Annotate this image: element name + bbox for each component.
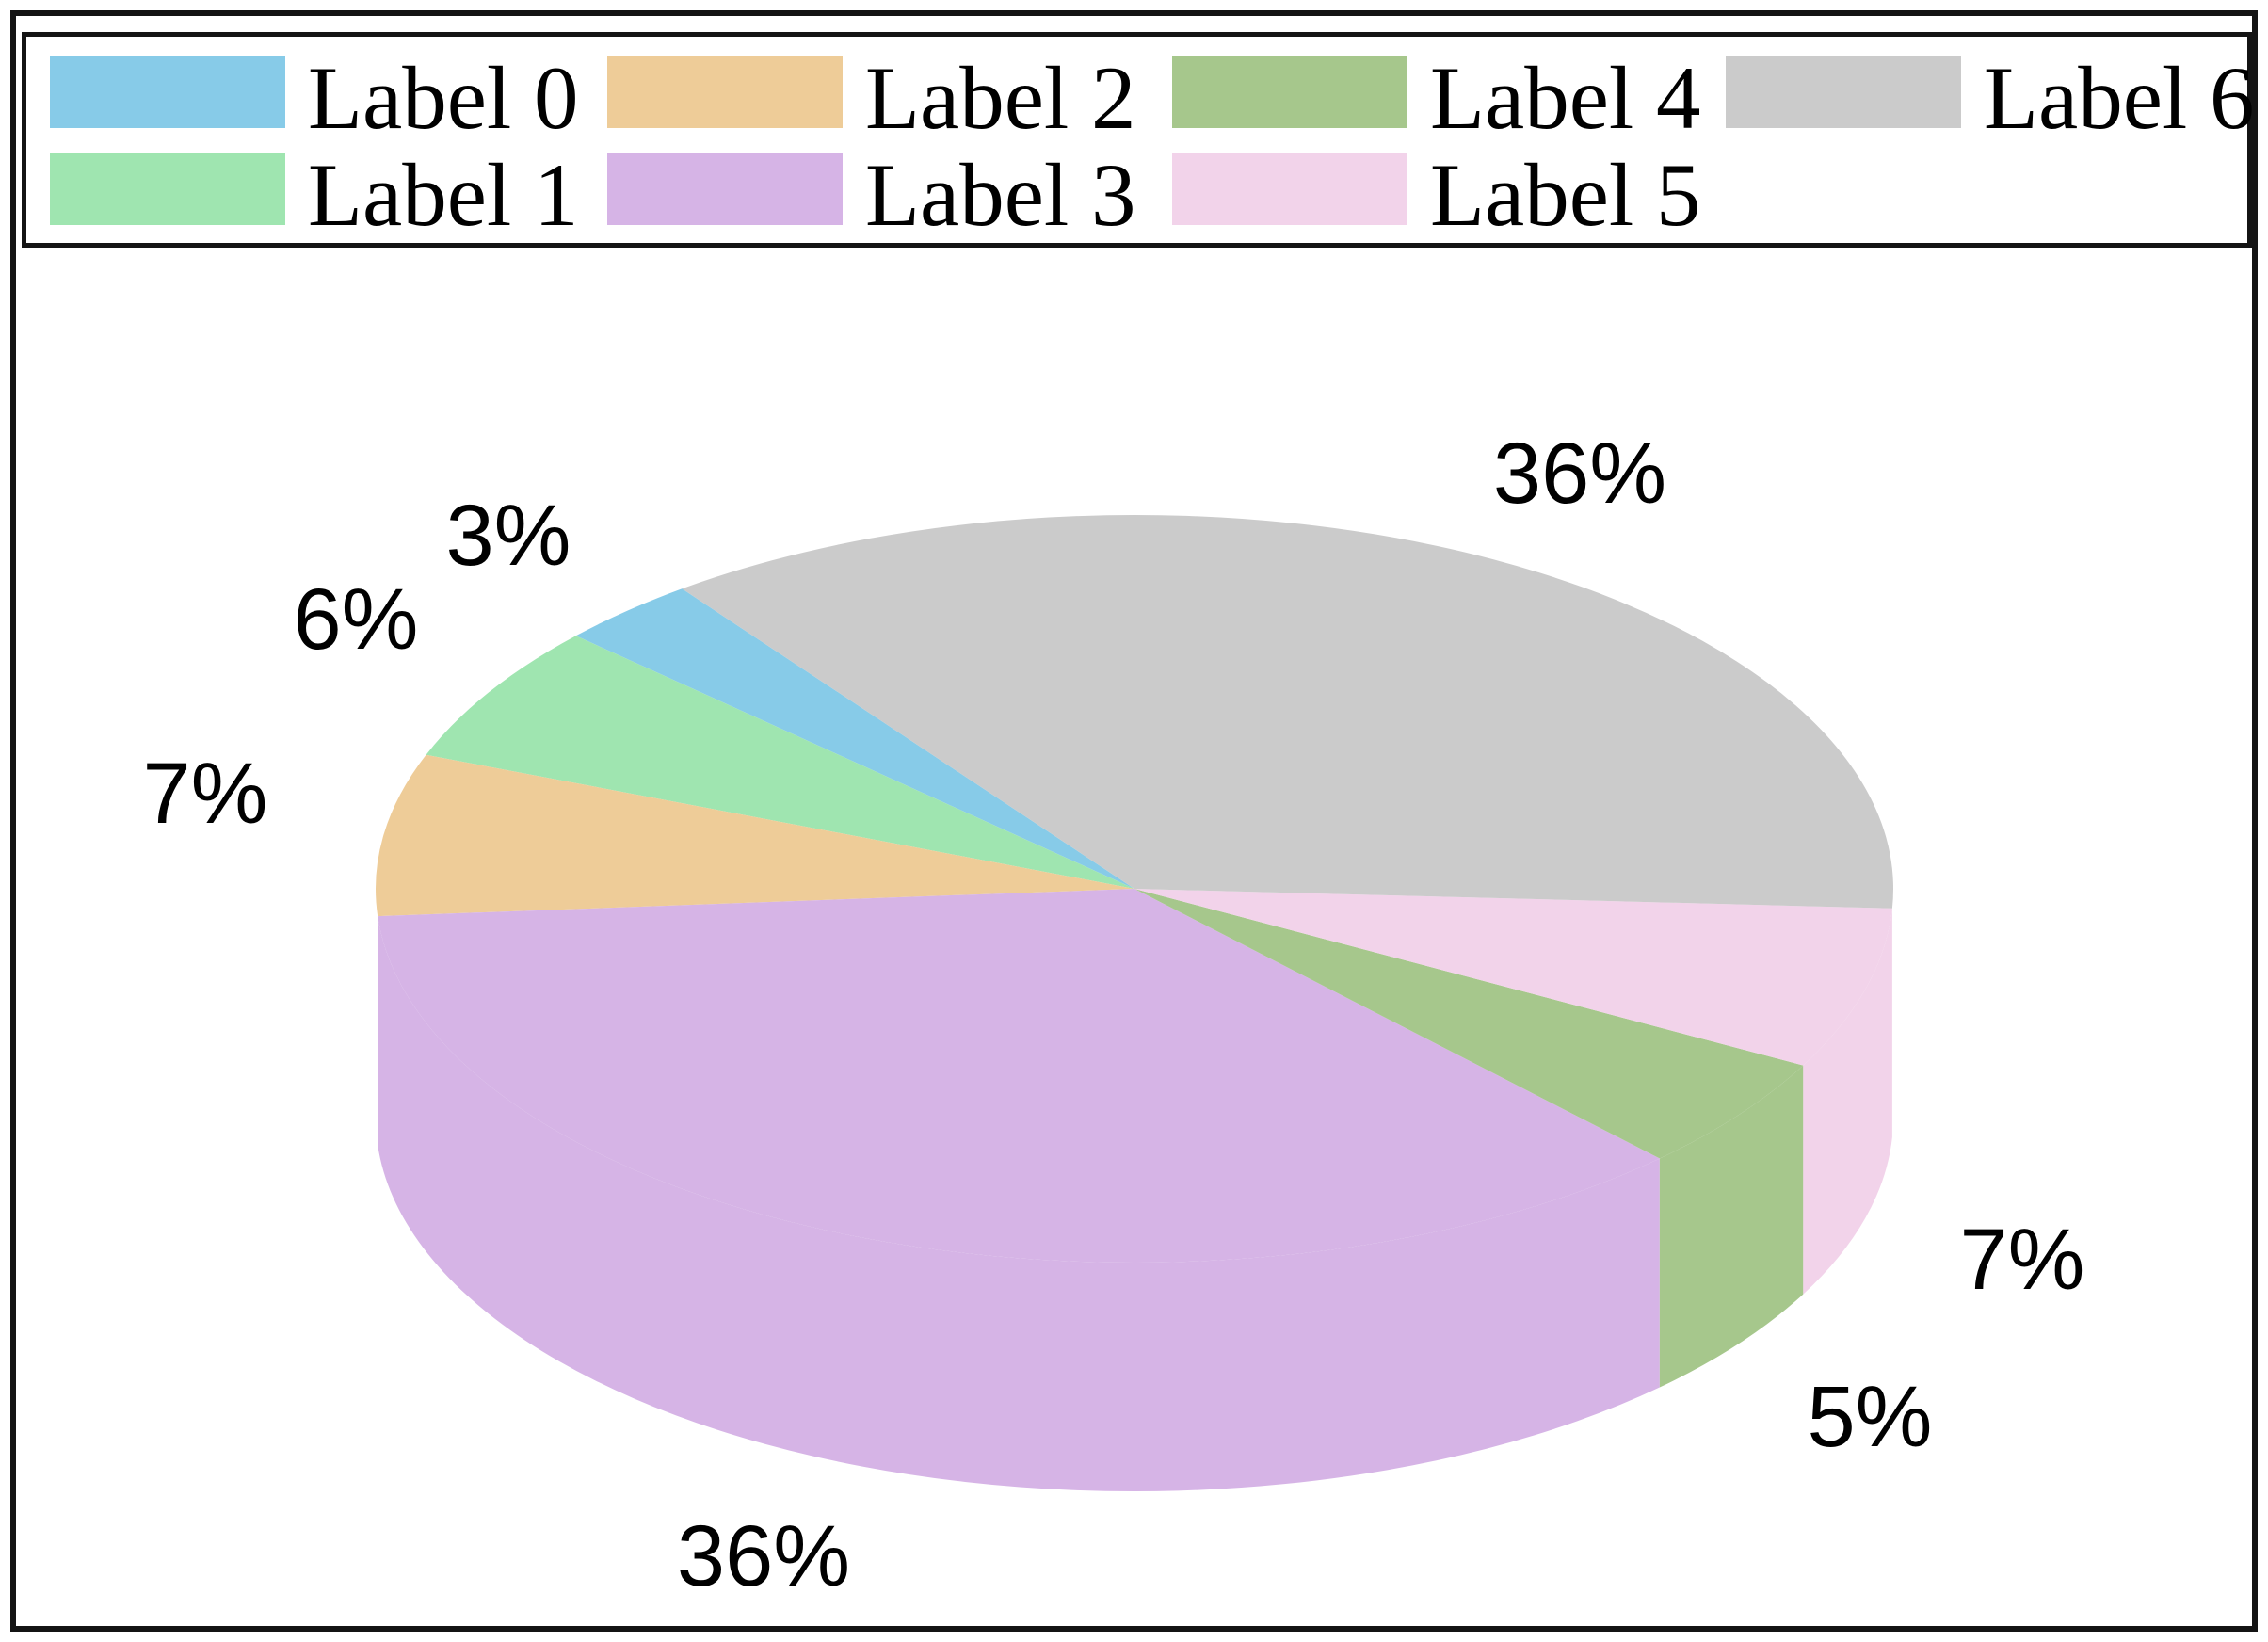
- pie-slice-side-label-4: [1659, 1065, 1804, 1388]
- pie-slice-side-label-3: [378, 916, 1660, 1491]
- pie-slice-label-2: [376, 754, 1134, 917]
- legend-item-3: Label 3: [607, 150, 1136, 239]
- pct-label-6: 36%: [1493, 426, 1666, 522]
- pie-slice-label-1: [426, 636, 1134, 889]
- legend-swatch-3: [607, 153, 843, 225]
- legend-swatch-5: [1172, 153, 1407, 225]
- legend-swatch-2: [607, 56, 843, 128]
- legend-item-0: Label 0: [50, 53, 579, 142]
- legend-swatch-4: [1172, 56, 1407, 128]
- legend-swatch-1: [50, 153, 285, 225]
- legend-item-4: Label 4: [1172, 53, 1701, 142]
- legend-item-label: Label 4: [1430, 47, 1701, 148]
- pct-label-4: 5%: [1808, 1369, 1933, 1465]
- legend-item-label: Label 2: [865, 47, 1136, 148]
- legend-item-label: Label 6: [1984, 47, 2255, 148]
- legend-item-label: Label 5: [1430, 144, 1701, 245]
- legend-item-1: Label 1: [50, 150, 579, 239]
- pie-slice-label-6: [682, 515, 1893, 909]
- pie-slice-label-5: [1134, 889, 1892, 1066]
- legend: Label 0 Label 1 Label 2 Label 3 Label 4 Label…: [22, 32, 2255, 248]
- pie-slice-label-3: [378, 889, 1660, 1263]
- pct-label-3: 36%: [677, 1508, 850, 1604]
- pct-label-5: 7%: [1960, 1212, 2085, 1308]
- legend-item-5: Label 5: [1172, 150, 1701, 239]
- legend-item-6: Label 6: [1726, 53, 2255, 142]
- pct-label-1: 6%: [294, 571, 419, 668]
- legend-swatch-6: [1726, 56, 1961, 128]
- pie-slice-label-0: [575, 588, 1134, 889]
- pie-slice-label-4: [1134, 889, 1804, 1159]
- legend-item-label: Label 0: [308, 47, 579, 148]
- legend-item-2: Label 2: [607, 53, 1136, 142]
- pie-slice-side-label-5: [1803, 908, 1892, 1295]
- legend-item-label: Label 1: [308, 144, 579, 245]
- pct-label-2: 7%: [143, 746, 268, 842]
- legend-item-label: Label 3: [865, 144, 1136, 245]
- legend-swatch-0: [50, 56, 285, 128]
- pct-label-0: 3%: [446, 488, 571, 584]
